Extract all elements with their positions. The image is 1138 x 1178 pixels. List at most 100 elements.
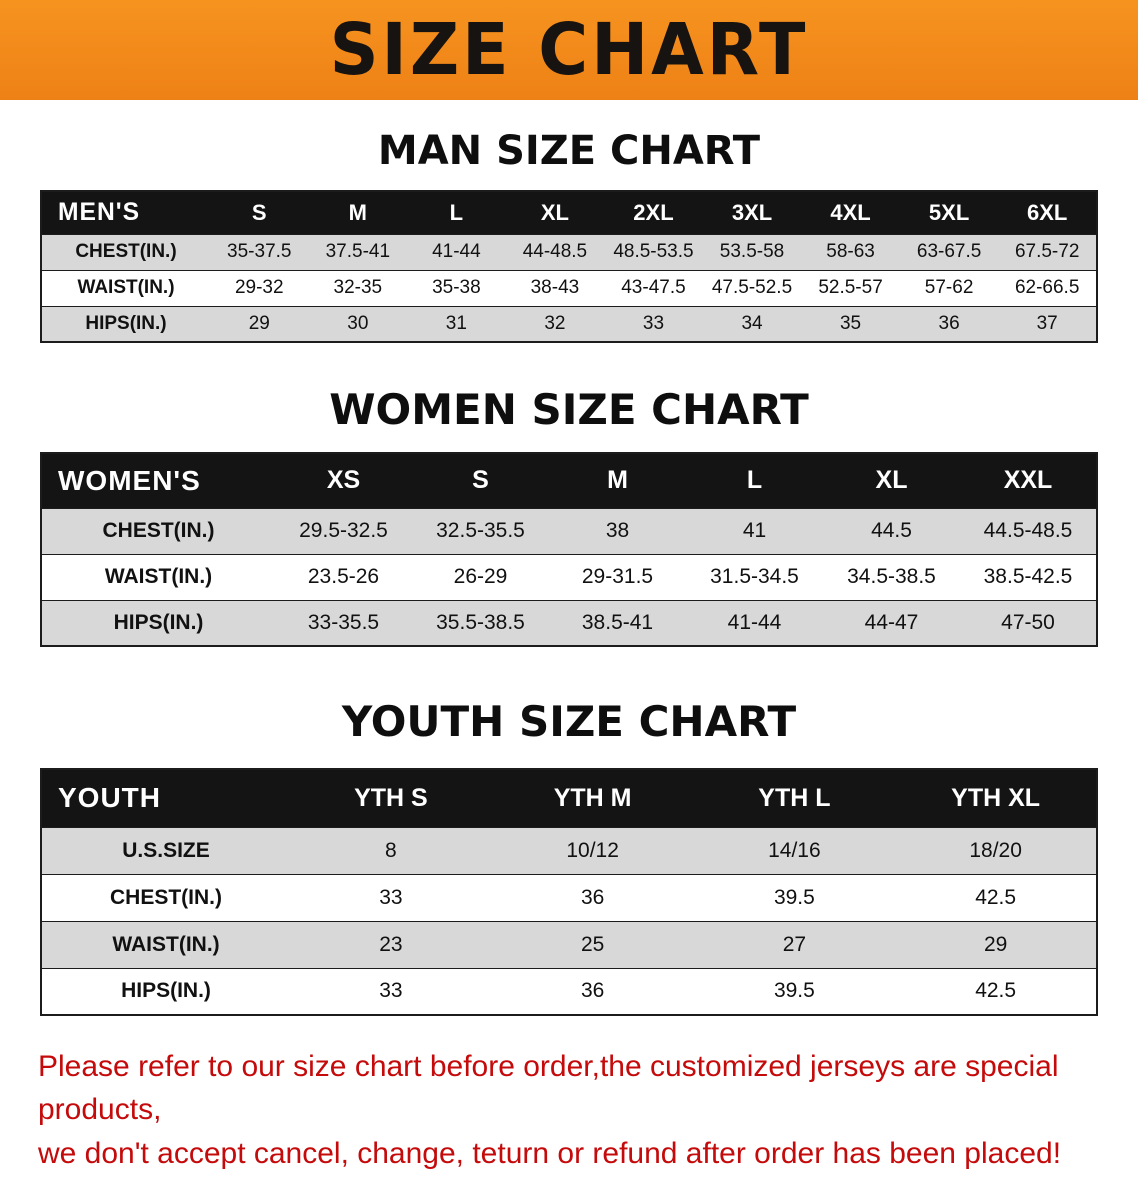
table-row: CHEST(IN.) 29.5-32.5 32.5-35.5 38 41 44.5 44.5… [41,507,1097,554]
women-section: WOMEN SIZE CHART WOMEN'S XS S M L XL XXL CHEST(… [0,343,1138,647]
size-header-cell: S [472,466,489,495]
table-row: WAIST(IN.) 23 25 27 29 [41,920,1097,968]
disclaimer-line-1: Please refer to our size chart before or… [38,1050,1059,1126]
value-cell: 48.5-53.5 [604,233,703,270]
size-header-cell: XL [875,466,908,495]
size-header-cell: XXL [1003,466,1053,495]
value-cell: 44-48.5 [505,233,605,270]
value-cell: 26-29 [412,553,549,600]
value-cell: 38.5-42.5 [960,553,1097,600]
table-row: U.S.SIZE 8 10/12 14/16 18/20 [41,826,1097,874]
title-banner: SIZE CHART [0,0,1138,100]
row-label-cell: WAIST(IN.) [41,920,290,968]
value-cell: 29-31.5 [549,553,686,600]
men-section-heading: MAN SIZE CHART [377,128,761,174]
size-header-cell: 5XL [928,199,970,225]
value-cell: 33-35.5 [275,599,412,646]
size-header-cell: L [449,199,464,225]
value-cell: 29.5-32.5 [275,507,412,554]
value-cell: 57-62 [899,269,999,306]
youth-section-heading: YOUTH SIZE CHART [341,697,797,746]
value-cell: 47-50 [960,599,1097,646]
value-cell: 34.5-38.5 [823,553,960,600]
value-cell: 31.5-34.5 [686,553,823,600]
size-header-cell: XS [326,466,361,495]
size-header-cell: S [251,199,267,225]
row-label-cell: HIPS(IN.) [41,599,275,646]
value-cell: 44-47 [823,599,960,646]
value-cell: 38 [549,507,686,554]
value-cell: 23 [290,920,492,968]
table-row: WAIST(IN.) 29-32 32-35 35-38 38-43 43-47.5 47.… [41,269,1097,306]
size-header-cell: XL [540,199,569,225]
size-header-cell: M [348,199,367,225]
value-cell: 33 [604,305,703,342]
youth-section: YOUTH SIZE CHART YOUTH YTH S YTH M YTH L YTH… [0,647,1138,1016]
table-title-cell: MEN'S [58,198,141,226]
row-label-cell: CHEST(IN.) [41,873,290,921]
value-cell: 34 [702,305,802,342]
men-size-table: MEN'S S M L XL 2XL 3XL 4XL 5XL 6XL CHEST(IN.) 35-37… [40,190,1098,343]
value-cell: 52.5-57 [801,269,900,306]
size-header-cell: 3XL [731,199,773,225]
disclaimer-line-2: we don't accept cancel, change, teturn o… [38,1137,1062,1171]
value-cell: 31 [407,305,506,342]
value-cell: 37.5-41 [308,233,408,270]
value-cell: 8 [290,826,492,874]
value-cell: 44.5 [823,507,960,554]
table-row: WAIST(IN.) 23.5-26 26-29 29-31.5 31.5-34.5 34… [41,553,1097,600]
table-header-row: YOUTH YTH S YTH M YTH L YTH XL [41,769,1097,827]
value-cell: 33 [290,873,492,921]
value-cell: 27 [693,920,896,968]
value-cell: 18/20 [895,826,1097,874]
table-row: CHEST(IN.) 35-37.5 37.5-41 41-44 44-48.5 48.5… [41,233,1097,270]
value-cell: 10/12 [491,826,694,874]
size-header-cell: M [607,466,628,495]
table-row: HIPS(IN.) 29 30 31 32 33 34 35 36 37 [41,305,1097,342]
value-cell: 47.5-52.5 [702,269,802,306]
size-header-cell: YTH L [758,783,831,812]
value-cell: 32.5-35.5 [412,507,549,554]
value-cell: 39.5 [693,967,896,1015]
value-cell: 37 [998,305,1097,342]
row-label-cell: CHEST(IN.) [41,507,275,554]
value-cell: 41-44 [686,599,823,646]
value-cell: 63-67.5 [899,233,999,270]
value-cell: 33 [290,967,492,1015]
value-cell: 53.5-58 [702,233,802,270]
value-cell: 38-43 [505,269,605,306]
table-header-row: WOMEN'S XS S M L XL XXL [41,453,1097,508]
size-header-cell: YTH S [354,783,428,812]
value-cell: 41 [686,507,823,554]
value-cell: 38.5-41 [549,599,686,646]
value-cell: 39.5 [693,873,896,921]
value-cell: 35 [801,305,900,342]
value-cell: 29 [210,305,309,342]
value-cell: 25 [491,920,694,968]
value-cell: 14/16 [693,826,896,874]
value-cell: 35-37.5 [210,233,309,270]
value-cell: 35.5-38.5 [412,599,549,646]
men-section: MAN SIZE CHART MEN'S S M L XL 2XL 3XL 4XL 5XL 6XL… [0,100,1138,343]
value-cell: 36 [491,967,694,1015]
value-cell: 58-63 [801,233,900,270]
value-cell: 32 [505,305,605,342]
value-cell: 35-38 [407,269,506,306]
row-label-cell: WAIST(IN.) [41,269,210,306]
value-cell: 67.5-72 [998,233,1097,270]
value-cell: 30 [308,305,408,342]
row-label-cell: HIPS(IN.) [41,967,290,1015]
value-cell: 43-47.5 [604,269,703,306]
table-header-row: MEN'S S M L XL 2XL 3XL 4XL 5XL 6XL [41,191,1097,234]
women-size-table: WOMEN'S XS S M L XL XXL CHEST(IN.) 29.5-32.5 32.5… [40,452,1098,647]
table-row: HIPS(IN.) 33 36 39.5 42.5 [41,967,1097,1015]
value-cell: 23.5-26 [275,553,412,600]
size-header-cell: 6XL [1027,199,1068,225]
value-cell: 62-66.5 [998,269,1097,306]
size-header-cell: YTH XL [951,783,1041,812]
value-cell: 29 [895,920,1097,968]
value-cell: 29-32 [210,269,309,306]
size-header-cell: YTH M [553,783,632,812]
value-cell: 36 [491,873,694,921]
